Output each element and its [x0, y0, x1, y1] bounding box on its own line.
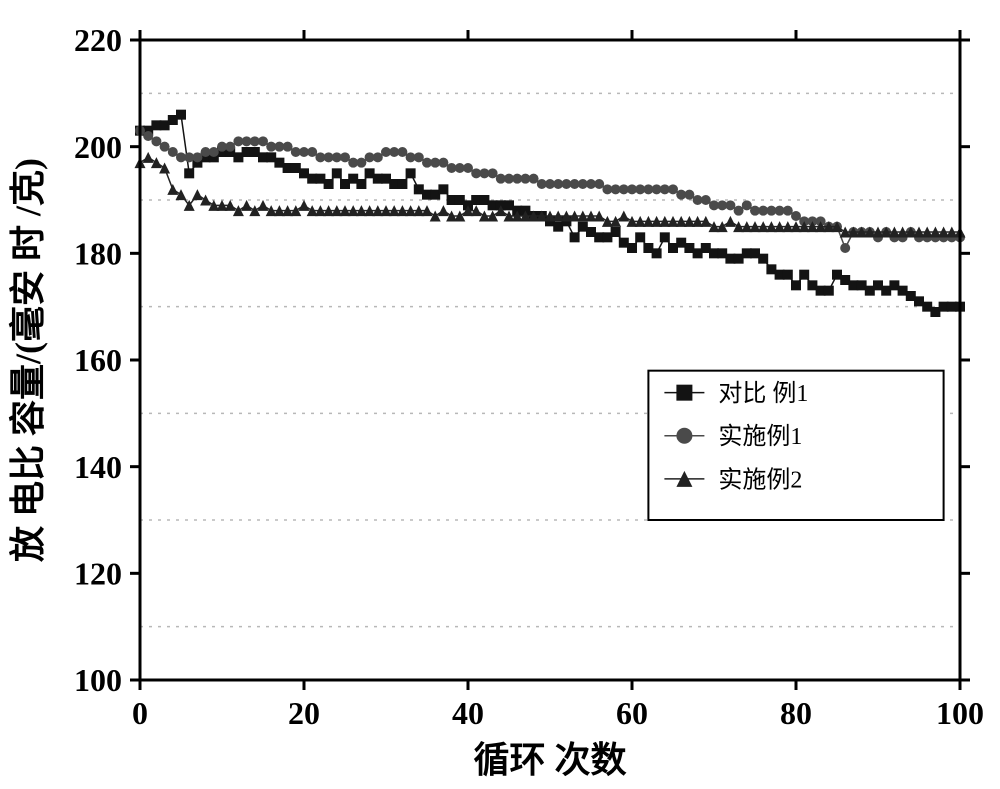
data-point — [635, 232, 645, 242]
data-point — [438, 158, 448, 168]
y-tick-label: 180 — [74, 236, 122, 272]
data-point — [397, 147, 407, 157]
data-point — [627, 243, 637, 253]
data-point — [783, 206, 793, 216]
y-tick-label: 140 — [74, 449, 122, 485]
data-point — [209, 147, 219, 157]
x-tick-label: 40 — [452, 695, 484, 731]
y-tick-label: 120 — [74, 556, 122, 592]
data-point — [151, 136, 161, 146]
data-point — [307, 147, 317, 157]
x-tick-label: 80 — [780, 695, 812, 731]
data-point — [611, 227, 621, 237]
data-point — [143, 131, 153, 141]
data-point — [356, 179, 366, 189]
legend: 对比 例1 实施例1 实施例2 — [648, 371, 943, 520]
y-tick-label: 160 — [74, 342, 122, 378]
scatter-chart: 0 20 40 60 80 100 循环 次数 100 120 140 160 180 200 220 放 … — [0, 0, 1000, 789]
legend-label: 实施例2 — [718, 466, 802, 493]
data-point — [799, 270, 809, 280]
data-point — [168, 147, 178, 157]
y-tick-label: 200 — [74, 129, 122, 165]
data-point — [676, 428, 692, 444]
y-tick-label: 100 — [74, 662, 122, 698]
data-point — [758, 254, 768, 264]
data-point — [324, 179, 334, 189]
data-point — [258, 136, 268, 146]
data-point — [701, 195, 711, 205]
legend-marker — [676, 428, 692, 444]
data-point — [356, 158, 366, 168]
data-point — [488, 168, 498, 178]
data-point — [529, 174, 539, 184]
data-point — [676, 385, 692, 401]
y-axis-label: 放 电比 容量/(毫安 时 /克) — [8, 158, 48, 562]
data-point — [791, 280, 801, 290]
data-point — [742, 200, 752, 210]
legend-label: 实施例1 — [718, 423, 802, 450]
data-point — [783, 270, 793, 280]
data-point — [225, 142, 235, 152]
data-point — [684, 190, 694, 200]
data-point — [414, 152, 424, 162]
data-point — [438, 184, 448, 194]
data-point — [791, 211, 801, 221]
data-point — [594, 179, 604, 189]
x-tick-label: 20 — [288, 695, 320, 731]
data-point — [652, 248, 662, 258]
data-point — [373, 152, 383, 162]
legend-label: 对比 例1 — [718, 380, 808, 407]
data-point — [734, 206, 744, 216]
data-point — [283, 142, 293, 152]
data-point — [668, 184, 678, 194]
data-point — [160, 142, 170, 152]
data-point — [660, 232, 670, 242]
x-tick-label: 0 — [132, 695, 148, 731]
y-tick-label: 220 — [74, 22, 122, 58]
data-point — [192, 152, 202, 162]
data-point — [463, 163, 473, 173]
data-point — [725, 200, 735, 210]
data-point — [176, 110, 186, 120]
x-tick-label: 100 — [936, 695, 984, 731]
legend-marker — [676, 385, 692, 401]
data-point — [332, 168, 342, 178]
chart-container: 0 20 40 60 80 100 循环 次数 100 120 140 160 180 200 220 放 … — [0, 0, 1000, 789]
data-point — [824, 286, 834, 296]
x-axis-label: 循环 次数 — [473, 740, 626, 780]
data-point — [406, 168, 416, 178]
data-point — [397, 179, 407, 189]
data-point — [184, 168, 194, 178]
data-point — [340, 152, 350, 162]
data-point — [570, 232, 580, 242]
data-point — [840, 243, 850, 253]
x-tick-label: 60 — [616, 695, 648, 731]
